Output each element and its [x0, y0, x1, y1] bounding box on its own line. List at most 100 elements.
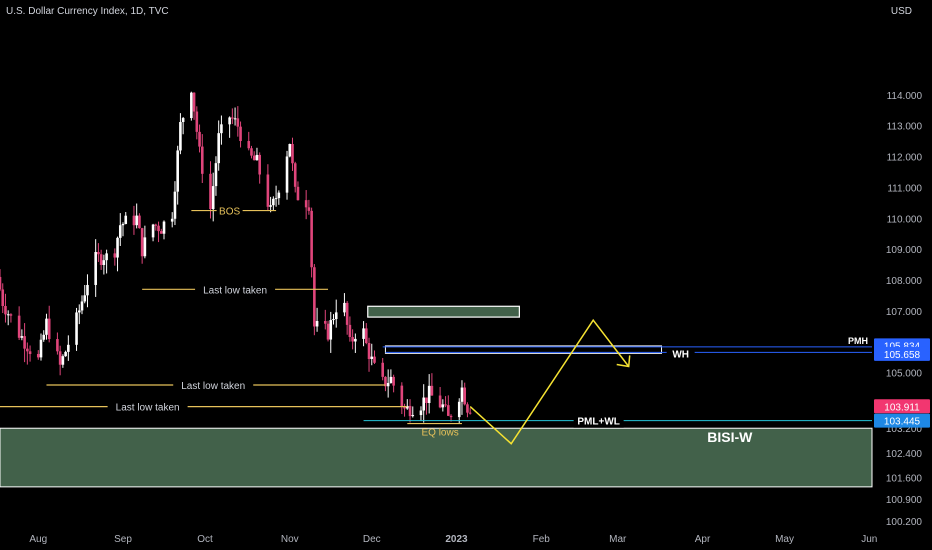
candle: [0, 269, 2, 292]
candle: [116, 236, 119, 272]
candle: [67, 335, 70, 361]
y-tick-label: 100.900: [886, 495, 923, 506]
time-axis: Aug Sep Oct Nov Dec 2023 Feb Mar Apr May Jun: [29, 534, 877, 545]
candle-body: [307, 207, 311, 211]
candle: [217, 120, 220, 171]
candle: [209, 161, 212, 219]
candle: [132, 205, 136, 235]
candle-body: [354, 338, 357, 342]
candle-body: [367, 342, 371, 359]
candle: [285, 150, 289, 200]
candle-body: [45, 318, 48, 335]
candle: [425, 397, 428, 415]
candle: [272, 196, 275, 210]
candle-body: [154, 224, 158, 226]
last-price-tag: 103.911: [884, 402, 920, 413]
candle: [266, 164, 270, 212]
candle-body: [121, 223, 125, 226]
candle-body: [102, 260, 106, 265]
x-tick-label: Feb: [533, 534, 551, 545]
candle-body: [296, 186, 300, 201]
candle: [351, 329, 354, 350]
candle-body: [389, 376, 393, 383]
candle: [392, 374, 395, 393]
candle-body: [231, 117, 234, 119]
candle: [6, 310, 10, 326]
pml-wl-label: PML+WL: [577, 417, 620, 428]
candle-body: [214, 163, 218, 187]
candle: [386, 369, 390, 398]
y-tick-label: 107.000: [886, 307, 923, 318]
candle: [176, 145, 179, 205]
candle: [343, 293, 346, 317]
candle: [195, 106, 199, 140]
candle: [367, 337, 371, 372]
candle-body: [277, 192, 281, 199]
candle: [403, 403, 406, 417]
candle: [334, 299, 338, 328]
candle: [345, 301, 349, 335]
last-price-tag-bg: [874, 399, 930, 414]
candle-body: [195, 111, 199, 132]
candle-body: [67, 344, 70, 352]
candle: [236, 106, 240, 137]
projection-arrowhead: [616, 355, 631, 368]
candle-body: [427, 385, 431, 403]
candle: [405, 399, 409, 410]
pmh-wh-box: [384, 345, 663, 354]
y-tick-label: 110.000: [887, 214, 923, 225]
candle-body: [362, 328, 365, 339]
candle-body: [441, 404, 445, 408]
candle-body: [315, 321, 319, 327]
candle: [233, 107, 237, 126]
y-tick-label: 114.000: [887, 91, 923, 102]
candle-body: [386, 382, 390, 387]
candle-body: [20, 336, 24, 338]
candle: [179, 113, 182, 155]
candle-body: [323, 321, 327, 324]
candle-body: [310, 210, 313, 268]
candle-body: [99, 254, 103, 265]
candle: [310, 207, 313, 278]
candle: [83, 284, 87, 304]
candle-body: [0, 276, 2, 290]
candle-body: [266, 174, 270, 207]
candle: [170, 212, 174, 228]
candle-body: [345, 302, 349, 325]
candle-body: [466, 404, 469, 413]
bos-label: BOS: [219, 207, 240, 218]
candle-body: [425, 397, 428, 403]
candle-body: [56, 339, 59, 352]
candle-body: [157, 225, 160, 232]
candle: [192, 92, 196, 120]
candle-body: [403, 406, 406, 409]
candle-body: [170, 218, 174, 222]
candle-body: [236, 118, 240, 127]
candle: [102, 254, 106, 275]
candle: [354, 333, 357, 353]
y-tick-label: 109.000: [886, 245, 923, 256]
candle: [389, 369, 393, 384]
eq-lows-label: EQ lows: [421, 428, 458, 439]
label-background: [216, 204, 243, 218]
candle-body: [39, 339, 43, 358]
y-tick-label: 112.000: [887, 153, 923, 164]
candle-body: [209, 173, 212, 210]
candle: [362, 321, 365, 347]
candle: [42, 330, 46, 342]
candle: [157, 221, 160, 243]
candle-body: [384, 376, 387, 387]
candle: [154, 223, 158, 231]
candle-body: [334, 312, 338, 320]
candle: [39, 333, 43, 361]
candle-body: [105, 253, 108, 261]
candle: [113, 248, 117, 266]
candle: [80, 295, 84, 315]
last-low-label-1: Last low taken: [203, 285, 267, 296]
last-low-label-3: Last low taken: [116, 403, 180, 414]
candle-body: [381, 362, 384, 377]
candle: [444, 396, 447, 408]
y-tick-label: 113.000: [887, 122, 923, 133]
candle-body: [124, 215, 128, 224]
